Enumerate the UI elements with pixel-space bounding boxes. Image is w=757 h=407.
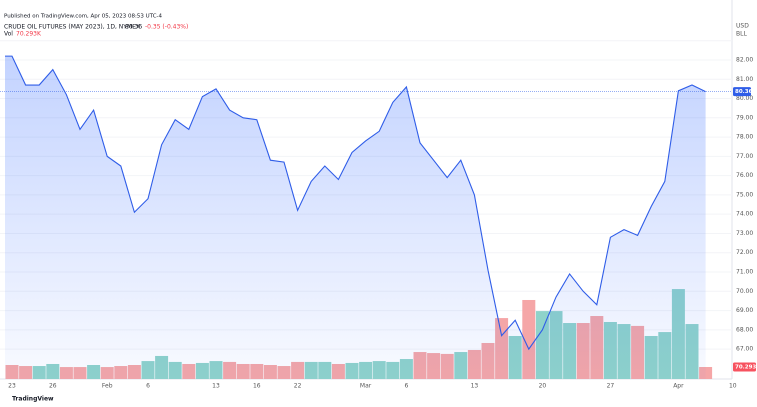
- y-tick-label: 73.00: [736, 230, 753, 237]
- y-tick-label: 69.00: [736, 307, 753, 314]
- y-tick-label: 71.00: [736, 269, 753, 276]
- y-tick-label: 72.00: [736, 249, 753, 256]
- x-tick-label: 27: [607, 383, 615, 390]
- unit: BLL: [736, 31, 747, 38]
- y-tick-label: 76.00: [736, 172, 753, 179]
- volume-label: 70.293K: [735, 365, 757, 371]
- area-fill: [5, 56, 706, 380]
- x-tick-label: Mar: [360, 383, 372, 390]
- x-tick-label: 23: [8, 383, 16, 390]
- footer-logo: TradingView: [12, 396, 54, 403]
- last-price-label: 80.36: [735, 89, 753, 95]
- volume-legend-value: 70.293K: [16, 31, 42, 38]
- x-tick-label: 26: [49, 383, 57, 390]
- y-tick-label: 78.00: [736, 134, 753, 141]
- x-tick-label: 13: [471, 383, 479, 390]
- x-tick-label: 6: [146, 383, 150, 390]
- price-change: -0.35 (-0.43%): [145, 24, 188, 31]
- chart-title: CRUDE OIL FUTURES (MAY 2023), 1D, NYMEX: [4, 24, 140, 31]
- x-tick-label: 13: [212, 383, 220, 390]
- y-tick-label: 77.00: [736, 153, 753, 160]
- x-tick-label: Apr: [673, 383, 684, 390]
- y-tick-label: 70.00: [736, 288, 753, 295]
- y-tick-label: 74.00: [736, 211, 753, 218]
- currency: USD: [736, 23, 749, 30]
- x-tick-label: 6: [404, 383, 408, 390]
- axis-header-bg: [733, 22, 757, 44]
- price-line: [5, 55, 706, 351]
- x-tick-label: Feb: [102, 383, 113, 390]
- x-tick-label: 10: [729, 383, 737, 390]
- y-tick-label: 79.00: [736, 114, 753, 121]
- last-price-box: [733, 87, 751, 97]
- last-price: 80.36: [125, 24, 142, 31]
- y-tick-label: 67.00: [736, 346, 753, 353]
- y-tick-label: 75.00: [736, 191, 753, 198]
- published: Published on TradingView.com, Apr 05, 20…: [4, 14, 163, 20]
- y-tick-label: 68.00: [736, 326, 753, 333]
- x-tick-label: 16: [253, 383, 261, 390]
- x-tick-label: 20: [539, 383, 547, 390]
- volume-legend: Vol: [4, 31, 13, 38]
- volume-label-box: [733, 362, 756, 372]
- y-tick-label: 82.00: [736, 56, 753, 63]
- y-tick-label: 80.00: [736, 95, 753, 102]
- x-tick-label: 22: [294, 383, 302, 390]
- y-tick-label: 81.00: [736, 76, 753, 83]
